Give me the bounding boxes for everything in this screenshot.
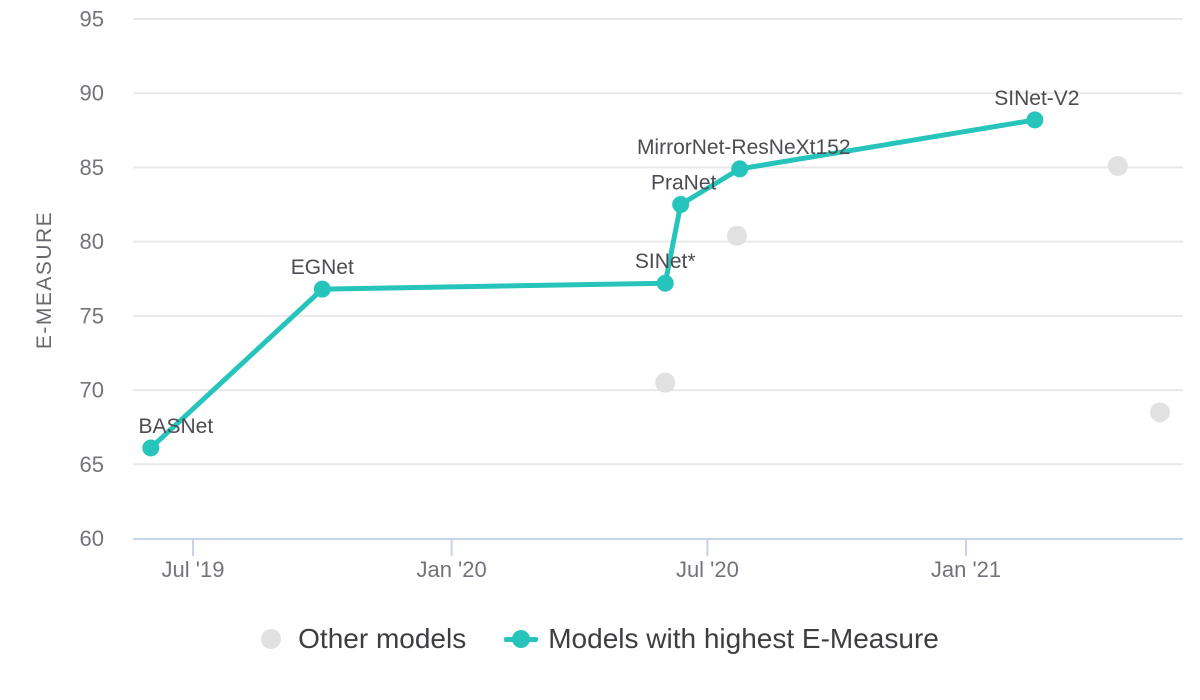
data-point[interactable] [1026, 111, 1044, 129]
legend-label-highest-e-measure: Models with highest E-Measure [548, 623, 939, 654]
y-tick-label: 60 [80, 526, 104, 551]
x-tick-label: Jan '20 [416, 557, 486, 582]
x-tick-label: Jul '19 [162, 557, 225, 582]
data-point[interactable] [142, 439, 160, 457]
y-axis-title: E-MEASURE [33, 210, 56, 350]
y-tick-label: 80 [80, 229, 104, 254]
legend-label-other-models: Other models [298, 623, 467, 654]
y-tick-label: 65 [80, 452, 104, 477]
y-tick-label: 75 [80, 303, 104, 328]
other-model-point[interactable] [655, 372, 676, 393]
data-point-label: EGNet [291, 256, 354, 279]
x-tick-label: Jan '21 [931, 557, 1001, 582]
other-models-marker-icon [261, 629, 282, 649]
other-model-point[interactable] [1149, 402, 1170, 423]
data-point-label: SINet* [635, 250, 696, 273]
y-tick-label: 90 [80, 81, 104, 106]
legend-item-other-models[interactable]: Other models [261, 623, 466, 655]
data-point-label: BASNet [138, 415, 213, 438]
y-tick-label: 70 [80, 378, 104, 403]
highlight-series-marker-icon [504, 629, 539, 649]
data-point[interactable] [731, 160, 749, 178]
data-point-label: PraNet [651, 172, 717, 195]
data-point[interactable] [313, 280, 331, 298]
x-tick-label: Jul '20 [676, 557, 739, 582]
other-model-point[interactable] [726, 225, 747, 246]
data-point-label: SINet-V2 [994, 87, 1079, 110]
chart-canvas: 95 90 85 80 75 70 65 60 Jul '19 Jan '20 Jul '20 Jan… [80, 7, 1183, 582]
data-point[interactable] [656, 274, 674, 292]
y-tick-label: 85 [80, 155, 104, 180]
data-point[interactable] [672, 196, 690, 214]
legend: Other models Models with highest E-Measu… [0, 618, 1200, 660]
highlight-series-line [148, 117, 1038, 451]
legend-item-highest-e-measure[interactable]: Models with highest E-Measure [504, 623, 939, 655]
data-point-label: MirrorNet-ResNeXt152 [637, 136, 851, 159]
other-model-point[interactable] [1107, 155, 1128, 176]
y-tick-label: 95 [80, 7, 104, 32]
